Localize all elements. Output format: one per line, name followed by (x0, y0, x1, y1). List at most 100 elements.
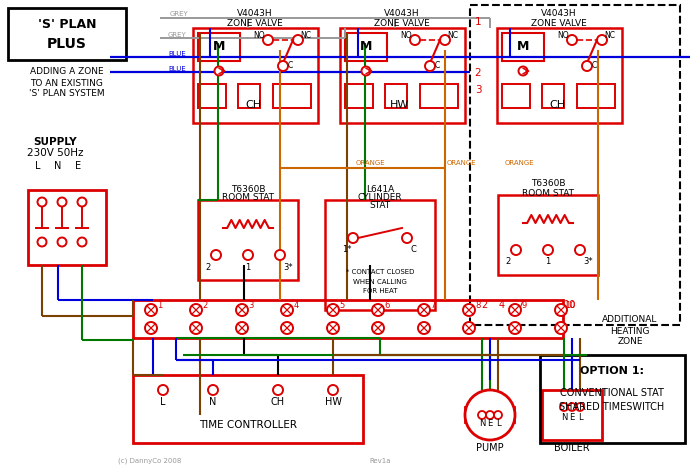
Circle shape (77, 237, 86, 247)
Circle shape (145, 322, 157, 334)
Text: E: E (487, 419, 493, 429)
Text: ADDING A ZONE: ADDING A ZONE (30, 67, 104, 76)
Text: ZONE: ZONE (618, 337, 643, 346)
Circle shape (362, 66, 371, 75)
Text: 'S' PLAN SYSTEM: 'S' PLAN SYSTEM (29, 88, 105, 97)
Bar (542, 390, 602, 440)
Bar (198, 84, 226, 108)
Circle shape (190, 322, 202, 334)
Text: ORANGE: ORANGE (447, 160, 477, 166)
Circle shape (281, 304, 293, 316)
Circle shape (328, 385, 338, 395)
Text: STAT: STAT (369, 202, 391, 211)
Text: TO AN EXISTING: TO AN EXISTING (30, 79, 104, 88)
Text: NC: NC (301, 31, 311, 41)
Bar (28, 190, 106, 265)
Text: 3*: 3* (283, 263, 293, 271)
Text: T6360B: T6360B (531, 180, 565, 189)
Bar (198, 200, 298, 280)
Text: ROOM STAT: ROOM STAT (222, 193, 274, 203)
Text: 2: 2 (505, 257, 511, 266)
Bar (133, 300, 563, 338)
Circle shape (543, 245, 553, 255)
Text: 10: 10 (564, 300, 575, 309)
Text: NO: NO (558, 31, 569, 41)
Text: 10: 10 (564, 300, 576, 310)
Bar (507, 407, 515, 423)
Circle shape (582, 61, 592, 71)
Text: WHEN CALLING: WHEN CALLING (353, 279, 407, 285)
Text: L641A: L641A (366, 184, 394, 193)
Circle shape (465, 390, 515, 440)
Text: 1: 1 (475, 17, 482, 27)
Circle shape (555, 322, 567, 334)
Text: C: C (591, 60, 597, 70)
Bar (238, 84, 260, 108)
Circle shape (568, 403, 576, 411)
Bar (385, 84, 407, 108)
Text: C: C (287, 60, 293, 70)
Circle shape (567, 35, 577, 45)
Text: FOR HEAT: FOR HEAT (363, 288, 397, 294)
Circle shape (211, 250, 221, 260)
Circle shape (511, 245, 521, 255)
Text: 1: 1 (246, 263, 250, 271)
Bar (542, 84, 564, 108)
Circle shape (486, 411, 494, 419)
Bar (8, 8, 126, 60)
Text: CH: CH (549, 100, 565, 110)
Text: 3: 3 (475, 85, 482, 95)
Text: M: M (213, 41, 225, 53)
Circle shape (37, 197, 46, 206)
Circle shape (215, 66, 224, 75)
Text: ZONE VALVE: ZONE VALVE (531, 19, 587, 28)
Text: 7: 7 (431, 300, 435, 309)
Text: M: M (359, 41, 372, 53)
Text: NO: NO (253, 31, 265, 41)
Circle shape (236, 304, 248, 316)
Circle shape (77, 197, 86, 206)
Text: HW: HW (391, 100, 410, 110)
Circle shape (518, 66, 527, 75)
Text: ROOM STAT: ROOM STAT (522, 189, 574, 197)
Circle shape (463, 304, 475, 316)
Circle shape (57, 197, 66, 206)
Bar (420, 84, 458, 108)
Circle shape (463, 322, 475, 334)
Text: PUMP: PUMP (476, 443, 504, 453)
Text: V4043H: V4043H (541, 9, 577, 19)
Circle shape (57, 237, 66, 247)
Circle shape (576, 403, 584, 411)
Text: NC: NC (448, 31, 458, 41)
Circle shape (418, 322, 430, 334)
Text: BOILER: BOILER (554, 443, 590, 453)
Text: ZONE VALVE: ZONE VALVE (374, 19, 430, 28)
Text: E: E (75, 161, 81, 171)
Bar (345, 33, 387, 61)
Text: 6: 6 (384, 300, 390, 309)
Text: NO: NO (400, 31, 412, 41)
Text: N: N (479, 419, 485, 429)
Text: (c) DannyCo 2008: (c) DannyCo 2008 (118, 458, 181, 464)
Text: NC: NC (604, 31, 615, 41)
Circle shape (158, 385, 168, 395)
Text: N: N (55, 161, 61, 171)
Text: 1*: 1* (342, 246, 352, 255)
Text: V4043H: V4043H (237, 9, 273, 19)
Text: Rev1a: Rev1a (369, 458, 391, 464)
Text: ZONE VALVE: ZONE VALVE (227, 19, 283, 28)
Text: 4: 4 (499, 300, 505, 310)
Text: V4043H: V4043H (384, 9, 420, 19)
Text: * CONTACT CLOSED: * CONTACT CLOSED (346, 269, 414, 275)
Text: ORANGE: ORANGE (505, 160, 535, 166)
Circle shape (275, 250, 285, 260)
Text: HEATING: HEATING (610, 327, 650, 336)
Text: CH: CH (271, 397, 285, 407)
Text: PLUS: PLUS (47, 37, 87, 51)
Text: 1: 1 (545, 257, 551, 266)
Text: CYLINDER: CYLINDER (357, 193, 402, 203)
Bar (133, 375, 363, 443)
Text: 2: 2 (206, 263, 210, 271)
Text: M: M (517, 41, 529, 53)
Circle shape (263, 35, 273, 45)
